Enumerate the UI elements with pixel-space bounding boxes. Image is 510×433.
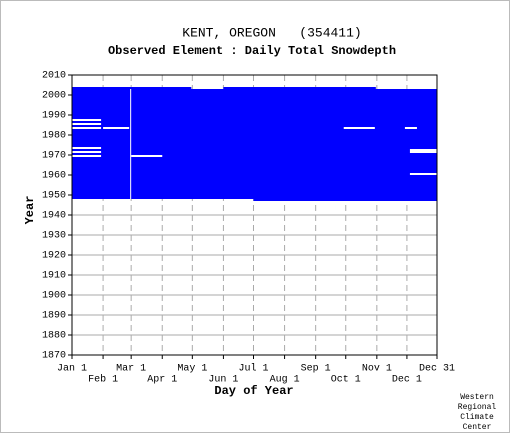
data-gap bbox=[343, 127, 375, 129]
chart-subtitle: Observed Element : Daily Total Snowdepth bbox=[108, 44, 396, 58]
x-tick-label: May 1 bbox=[177, 364, 207, 375]
chart-title: KENT, OREGON (354411) bbox=[182, 25, 361, 40]
data-block bbox=[253, 199, 437, 201]
x-tick-label: Aug 1 bbox=[270, 375, 300, 386]
x-axis-label: Day of Year bbox=[214, 384, 293, 398]
axes: 1870 1880 1890 1900 1910 1920 1930 1940 1950 1960… bbox=[42, 71, 455, 386]
y-tick-label: 1920 bbox=[42, 251, 66, 262]
data-block bbox=[223, 87, 376, 89]
y-tick-label: 1960 bbox=[42, 171, 66, 182]
data-gap bbox=[409, 173, 437, 175]
y-tick-label: 1940 bbox=[42, 211, 66, 222]
y-axis-label: Year bbox=[23, 196, 37, 225]
y-tick-label: 1880 bbox=[42, 331, 66, 342]
data-gap bbox=[72, 119, 102, 121]
x-tick-label: Dec 31 bbox=[419, 364, 455, 375]
plot-border bbox=[71, 74, 438, 356]
y-tick-label: 1890 bbox=[42, 311, 66, 322]
x-tick-label: Apr 1 bbox=[147, 375, 177, 386]
x-tick-label: Jun 1 bbox=[208, 375, 238, 386]
data-block bbox=[72, 87, 192, 89]
y-tick-label: 2010 bbox=[42, 71, 66, 82]
x-tick-label: Nov 1 bbox=[362, 364, 392, 375]
x-tick-label: Jan 1 bbox=[57, 364, 87, 375]
x-tick-label: Mar 1 bbox=[116, 364, 146, 375]
data-gap bbox=[130, 89, 132, 199]
y-tick-label: 2000 bbox=[42, 91, 66, 102]
y-tick-label: 1910 bbox=[42, 271, 66, 282]
x-tick-label: Jul 1 bbox=[238, 363, 268, 375]
data-gap bbox=[72, 151, 102, 153]
y-tick-label: 1870 bbox=[42, 351, 66, 362]
data-gap bbox=[72, 123, 102, 125]
x-tick-label: Feb 1 bbox=[88, 374, 118, 386]
credit-line: Western bbox=[460, 393, 494, 402]
credit-line: Regional bbox=[458, 403, 497, 412]
y-tick-label: 1930 bbox=[42, 231, 66, 242]
credit-line: Center bbox=[463, 423, 492, 432]
data-gap bbox=[72, 127, 102, 129]
x-tick-label: Oct 1 bbox=[331, 375, 361, 386]
data-gap bbox=[72, 155, 102, 157]
data-gap bbox=[72, 147, 102, 149]
data-gap bbox=[404, 127, 417, 129]
data-gap bbox=[131, 155, 163, 157]
y-tick-label: 1990 bbox=[42, 111, 66, 122]
y-tick-label: 1970 bbox=[42, 151, 66, 162]
data-block bbox=[72, 89, 437, 199]
credit-line: Climate bbox=[460, 413, 494, 422]
x-tick-label: Sep 1 bbox=[301, 364, 331, 375]
data bbox=[72, 87, 437, 201]
y-tick-label: 1980 bbox=[42, 131, 66, 142]
y-tick-label: 1900 bbox=[42, 291, 66, 302]
y-tick-label: 1950 bbox=[42, 191, 66, 202]
x-tick-label: Dec 1 bbox=[392, 375, 422, 386]
data-gap bbox=[103, 127, 130, 129]
data-gap bbox=[409, 149, 437, 153]
